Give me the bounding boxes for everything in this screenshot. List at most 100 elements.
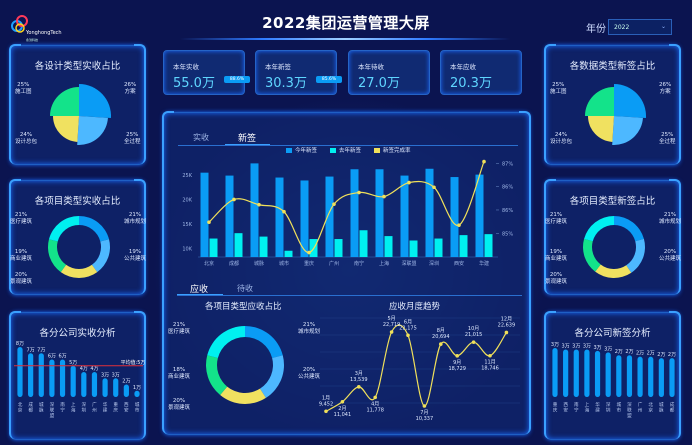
bar-value-label: 3万: [551, 342, 559, 348]
x-tick-label: 广州: [329, 260, 339, 267]
bar-value-label: 3万: [604, 346, 612, 352]
tab-pending[interactable]: 待收: [237, 284, 253, 293]
month-value-label: 20,694: [432, 334, 450, 340]
slice-name: 城市规划: [124, 219, 147, 225]
completion-rate-point: [307, 250, 311, 255]
donut-slice-商业建筑: [583, 238, 601, 272]
bar-category-label: 上海: [71, 401, 76, 414]
trend-point: [455, 354, 460, 358]
slice-percent: 20%: [663, 249, 677, 255]
slice-percent: 21%: [549, 212, 563, 218]
tab-new-signed[interactable]: 新签: [238, 134, 257, 144]
pie-slice-施工图: [585, 87, 614, 116]
completion-rate-point: [357, 190, 361, 195]
slice-percent: 25%: [661, 132, 674, 138]
donut-label: 21% 城市规划: [124, 212, 146, 226]
bar-value-label: 8万: [16, 341, 24, 347]
title-underline: [180, 38, 510, 40]
kpi-card-pending: 本年待收 27.0万: [348, 50, 430, 95]
y-tick-label: 25K: [182, 173, 192, 179]
legend-item[interactable]: 去年新签: [330, 146, 361, 154]
slice-name: 设计总包: [550, 139, 573, 145]
pie-label: 24% 设计总包: [550, 132, 572, 146]
slice-percent: 25%: [126, 132, 139, 138]
slice-percent: 20%: [302, 367, 316, 373]
y-tick-label: 10K: [182, 246, 192, 252]
bar-this-year: [325, 176, 334, 257]
bar-category-label: 城市: [135, 401, 140, 414]
month-value-label: 22,719: [383, 322, 401, 328]
bar-value-label: 2万: [615, 349, 623, 355]
bar-value-label: 1万: [133, 385, 141, 391]
slice-percent: 24%: [554, 132, 568, 138]
bar-this-year: [275, 177, 284, 257]
donut-slice-城市规划: [245, 326, 283, 359]
slice-percent: 20%: [14, 272, 28, 278]
legend-item[interactable]: 新签完成率: [374, 146, 411, 154]
slice-name: 商业建筑: [10, 256, 33, 262]
tab-receivable[interactable]: 应收: [190, 285, 209, 295]
bar-category-label: 北京: [18, 401, 23, 414]
bar-last-year: [434, 238, 443, 257]
bar-category-label: 城脉: [39, 401, 44, 414]
bar-this-year: [250, 163, 259, 257]
bar-深联盟: [49, 359, 55, 397]
month-value-label: 11,778: [366, 407, 384, 413]
legend-swatch: [330, 147, 336, 153]
bar-this-year: [350, 169, 359, 257]
legend-label: 去年新签: [339, 148, 362, 154]
trend-point: [357, 385, 361, 389]
donut-slice-商业建筑: [47, 239, 67, 273]
y-tick-label: 15K: [182, 222, 192, 228]
trend-point: [439, 342, 443, 346]
completion-rate-line: [208, 161, 485, 254]
completion-rate-point: [482, 159, 486, 164]
slice-name: 医疗建筑: [10, 219, 33, 225]
bar-category-label: 重庆: [113, 401, 118, 414]
donut-label: 20% 景观建筑: [168, 398, 190, 412]
bar-城脉: [658, 358, 664, 397]
donut-slice-公共建筑: [260, 355, 285, 398]
bar-深圳: [605, 352, 611, 397]
slice-percent: 19%: [128, 249, 142, 255]
bar-深联盟: [626, 355, 633, 397]
donut-slice-商业建筑: [205, 355, 228, 396]
x-tick-label: 上海: [379, 260, 389, 267]
bar-category-label: 深联盟: [50, 401, 55, 419]
completion-rate-point: [432, 185, 436, 190]
tab-received[interactable]: 实收: [193, 133, 209, 142]
bar-广州: [91, 372, 98, 397]
slice-name: 公共建筑: [659, 256, 682, 262]
trend-point: [471, 340, 476, 344]
logo-subtext: 永洪科技: [26, 38, 39, 42]
bar-城脉: [38, 353, 44, 397]
kpi-progress-badge: 85.6%: [316, 76, 342, 83]
month-value-label: 9,452: [319, 401, 333, 407]
year-select[interactable]: 2022 ⌄: [608, 19, 672, 35]
month-label: 8月: [437, 328, 445, 334]
kpi-label: 本年新签: [265, 63, 291, 71]
donut-label: 21% 医疗建筑: [545, 212, 567, 226]
bar-value-label: 6万: [58, 354, 66, 360]
kpi-value: 27.0万: [358, 76, 400, 91]
bar-value-label: 5万: [69, 360, 77, 366]
bar-北京: [17, 347, 23, 397]
bar-南宁: [573, 349, 579, 397]
bar-value-label: 7万: [27, 347, 35, 353]
kpi-card-received: 本年实收 55.0万 88.6%: [163, 50, 250, 95]
completion-rate-point: [282, 209, 286, 214]
slice-name: 方案: [124, 89, 136, 95]
chevron-down-icon: ⌄: [660, 23, 666, 30]
donut-slice-景观建筑: [220, 386, 266, 404]
bar-成都: [28, 353, 34, 397]
completion-rate-point: [457, 223, 461, 227]
bar-category-label: 城脉: [659, 401, 664, 414]
slice-percent: 26%: [659, 82, 672, 88]
slice-percent: 21%: [302, 322, 316, 328]
legend-item[interactable]: 今年新签: [286, 146, 317, 154]
tab-active-underline: [177, 294, 223, 295]
donut-label: 21% 城市规划: [659, 212, 681, 226]
completion-rate-point: [257, 202, 261, 207]
bar-category-label: 南宁: [574, 401, 579, 414]
